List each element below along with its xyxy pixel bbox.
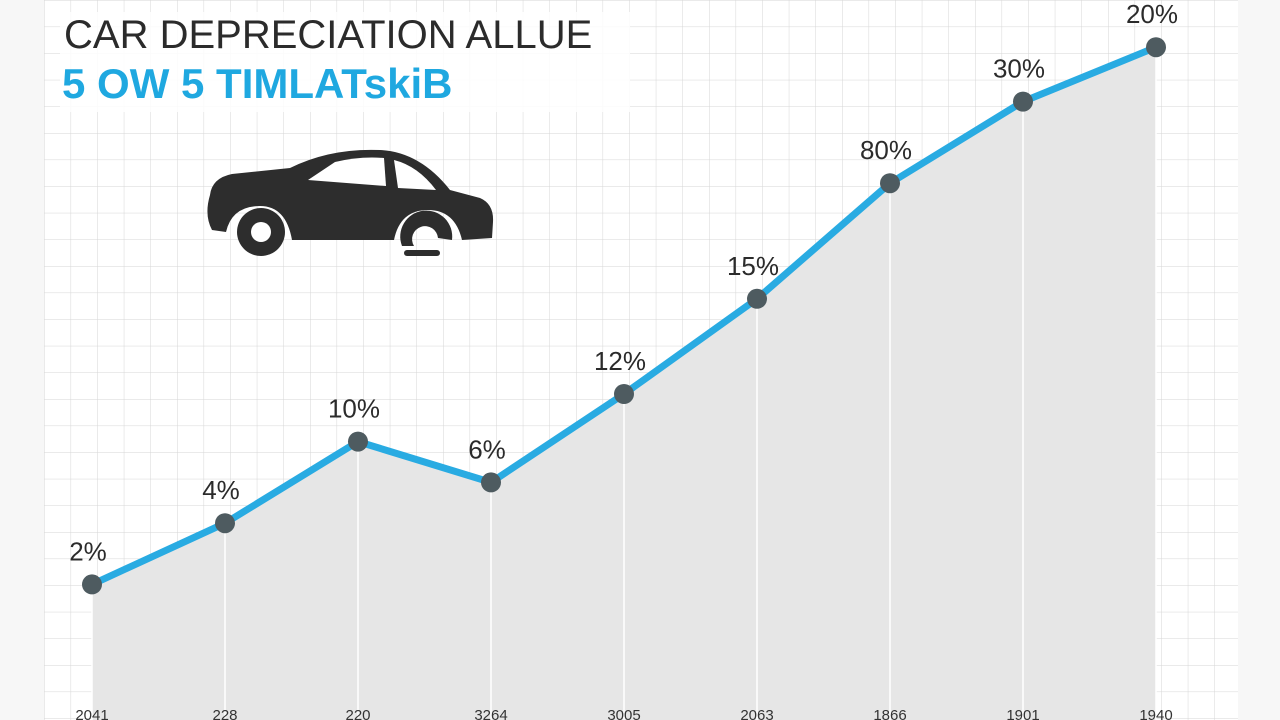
marker [614,384,634,404]
x-tick-label: 220 [345,707,370,720]
point-label: 12% [594,346,646,376]
marker [1146,37,1166,58]
car-icon [207,149,494,256]
chart-title: CAR DEPRECIATION ALLUE [64,13,592,57]
marker [82,574,102,595]
title-backdrop [60,12,630,112]
x-tick-label: 2041 [75,707,108,720]
x-tick-label: 3005 [607,707,640,720]
point-label: 10% [328,394,380,424]
marker [880,173,900,194]
x-tick-label: 1901 [1006,707,1039,720]
marker [481,472,501,493]
point-label: 80% [860,135,912,165]
plot: 2% 2041 4% 228 10% 220 6% 3264 12% 3005 15% 2063 80%… [69,0,1178,720]
x-tick-label: 228 [212,707,237,720]
chart-subtitle: 5 OW 5 TIMLATskiB [62,60,452,107]
point-label: 2% [69,536,107,566]
x-tick-label: 2063 [740,707,773,720]
x-tick-label: 1940 [1139,707,1172,720]
marker [1013,91,1033,112]
point-label: 20% [1126,0,1178,29]
x-tick-label: 3264 [474,707,507,720]
marker [348,431,368,452]
marker [215,513,235,534]
point-label: 4% [202,475,240,505]
x-tick-label: 1866 [873,707,906,720]
point-label: 6% [468,434,506,464]
point-label: 30% [993,54,1045,84]
marker [747,288,767,309]
point-label: 15% [727,251,779,281]
